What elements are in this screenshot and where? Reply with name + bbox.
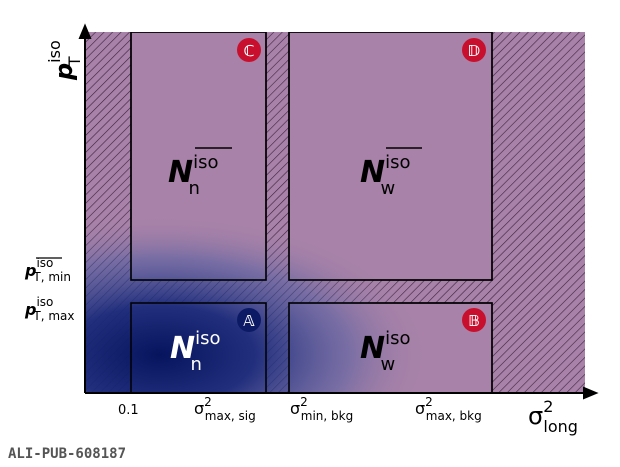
y-tick-label: piso T, max — [24, 295, 75, 323]
badge: 𝔸 — [243, 312, 255, 330]
region-label: Niso n — [168, 152, 219, 199]
base: σ — [415, 399, 425, 418]
badge: ℂ — [243, 42, 254, 60]
x-tick-label: σ2 max, bkg — [415, 395, 482, 423]
subscript: max, sig — [205, 409, 256, 423]
superscript: iso — [45, 40, 64, 63]
subscript: w — [381, 354, 396, 375]
symbol: N — [360, 155, 385, 190]
superscript: iso — [36, 295, 53, 309]
base: p — [50, 63, 78, 81]
x-tick-label: σ2 min, bkg — [290, 395, 353, 423]
subscript: w — [381, 178, 396, 199]
badge: 𝔻 — [468, 42, 480, 60]
base: p — [24, 300, 36, 319]
subscript: T — [65, 56, 84, 67]
symbol: N — [168, 155, 193, 190]
base: σ — [194, 399, 204, 418]
axes — [78, 23, 599, 400]
subscript: T, min — [32, 270, 71, 284]
y-axis-label: pisoT — [45, 40, 84, 81]
subscript: n — [189, 178, 200, 199]
base: p — [24, 261, 36, 280]
symbol: N — [170, 331, 195, 366]
subscript: min, bkg — [301, 409, 353, 423]
base: σ — [290, 399, 300, 418]
region-label: Niso w — [360, 152, 411, 199]
footer: ALI-PUB-608187 — [8, 446, 126, 462]
region-label: Niso n — [170, 328, 221, 375]
superscript: 2 — [300, 395, 308, 409]
plot-area — [85, 32, 585, 393]
superscript: iso — [36, 256, 53, 270]
superscript: 2 — [204, 395, 212, 409]
x-axis-label: σ2 long — [528, 397, 578, 436]
subscript: long — [543, 417, 578, 436]
region-label: Niso w — [360, 328, 411, 375]
y-tick-label: piso T, min — [24, 256, 71, 284]
x-tick-label: 0.1 — [118, 403, 139, 418]
badge: 𝔹 — [468, 312, 480, 330]
superscript: iso — [385, 152, 410, 173]
symbol: N — [360, 331, 385, 366]
subscript: T, max — [32, 309, 74, 323]
superscript: iso — [195, 328, 220, 349]
superscript: iso — [385, 328, 410, 349]
subscript: max, bkg — [426, 409, 482, 423]
superscript: 2 — [543, 397, 553, 416]
base: σ — [528, 402, 543, 430]
superscript: 2 — [425, 395, 433, 409]
x-tick-label: σ2 max, sig — [194, 395, 256, 423]
superscript: iso — [193, 152, 218, 173]
subscript: n — [191, 354, 202, 375]
